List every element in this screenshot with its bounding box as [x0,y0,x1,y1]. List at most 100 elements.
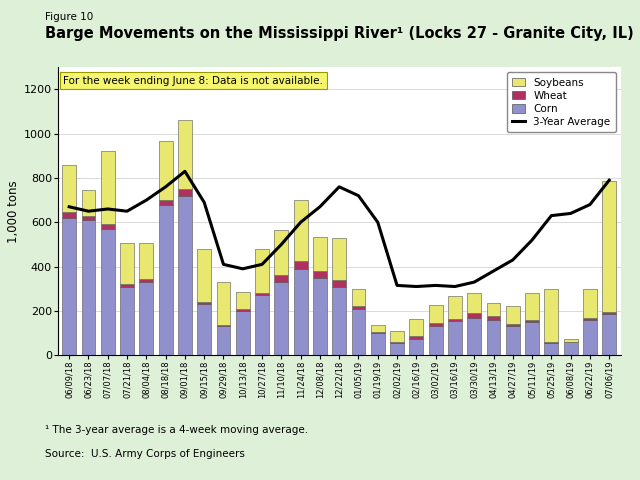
Legend: Soybeans, Wheat, Corn, 3-Year Average: Soybeans, Wheat, Corn, 3-Year Average [508,72,616,132]
Bar [294,261,308,269]
3-Year Average [605,177,613,183]
Bar [525,322,539,355]
3-Year Average [123,208,131,214]
Bar [351,309,365,355]
Bar [351,306,365,309]
3-Year Average [65,204,73,210]
Bar [178,120,192,189]
Bar [410,319,423,336]
Bar [140,279,153,282]
Text: Figure 10: Figure 10 [45,12,93,22]
3-Year Average [162,184,170,190]
Bar [313,277,327,355]
Bar [140,243,153,279]
Bar [448,319,462,321]
Bar [255,295,269,355]
Bar [216,282,230,325]
Bar [120,287,134,355]
Bar [448,297,462,319]
Bar [275,230,288,276]
Bar [429,323,443,326]
3-Year Average [297,219,305,225]
3-Year Average [143,197,150,203]
Bar [197,249,211,302]
Bar [467,318,481,355]
Bar [313,237,327,271]
Bar [120,284,134,287]
Bar [390,342,404,343]
Bar [583,289,597,318]
Bar [255,249,269,293]
Bar [216,326,230,355]
Bar [390,343,404,355]
Bar [81,220,95,355]
Bar [236,292,250,309]
Bar [602,181,616,312]
3-Year Average [220,262,227,267]
Bar [602,312,616,314]
3-Year Average [104,206,111,212]
Bar [236,309,250,311]
Bar [332,280,346,287]
Bar [62,212,76,218]
Bar [486,303,500,316]
Bar [583,318,597,320]
Bar [236,311,250,355]
3-Year Average [432,283,440,288]
Bar [486,320,500,355]
3-Year Average [335,184,343,190]
Bar [545,342,558,343]
Bar [159,142,173,200]
3-Year Average [451,284,459,289]
Bar [564,338,577,342]
Bar [371,325,385,332]
3-Year Average [470,279,478,285]
Bar [506,324,520,326]
3-Year Average [490,268,497,274]
Bar [120,243,134,284]
Bar [275,276,288,282]
Bar [294,269,308,355]
3-Year Average [567,211,575,216]
Bar [101,229,115,355]
Bar [332,287,346,355]
Bar [390,331,404,342]
3-Year Average [393,283,401,288]
3-Year Average [258,262,266,267]
3-Year Average [374,219,381,225]
Bar [429,305,443,323]
Bar [101,225,115,229]
Bar [159,204,173,355]
Bar [448,321,462,355]
3-Year Average [413,284,420,289]
Bar [255,293,269,295]
Bar [313,271,327,277]
Bar [525,320,539,322]
Bar [197,302,211,304]
3-Year Average [355,193,362,199]
Bar [525,293,539,320]
3-Year Average [509,257,516,263]
Bar [467,313,481,318]
3-Year Average [586,202,594,207]
Bar [332,238,346,280]
3-Year Average [181,168,189,174]
Bar [351,289,365,306]
Bar [410,338,423,355]
Y-axis label: 1,000 tons: 1,000 tons [7,180,20,242]
Bar [545,343,558,355]
Bar [62,165,76,212]
Bar [506,326,520,355]
Text: For the week ending June 8: Data is not available.: For the week ending June 8: Data is not … [63,76,323,86]
3-Year Average [84,208,92,214]
Bar [275,282,288,355]
Text: Source:  U.S. Army Corps of Engineers: Source: U.S. Army Corps of Engineers [45,449,244,459]
Bar [602,314,616,355]
3-Year Average [548,213,556,218]
3-Year Average [239,266,246,272]
Line: 3-Year Average: 3-Year Average [69,171,609,287]
Text: ¹ The 3-year average is a 4-week moving average.: ¹ The 3-year average is a 4-week moving … [45,425,308,435]
Bar [564,342,577,355]
3-Year Average [278,241,285,247]
Bar [159,200,173,204]
